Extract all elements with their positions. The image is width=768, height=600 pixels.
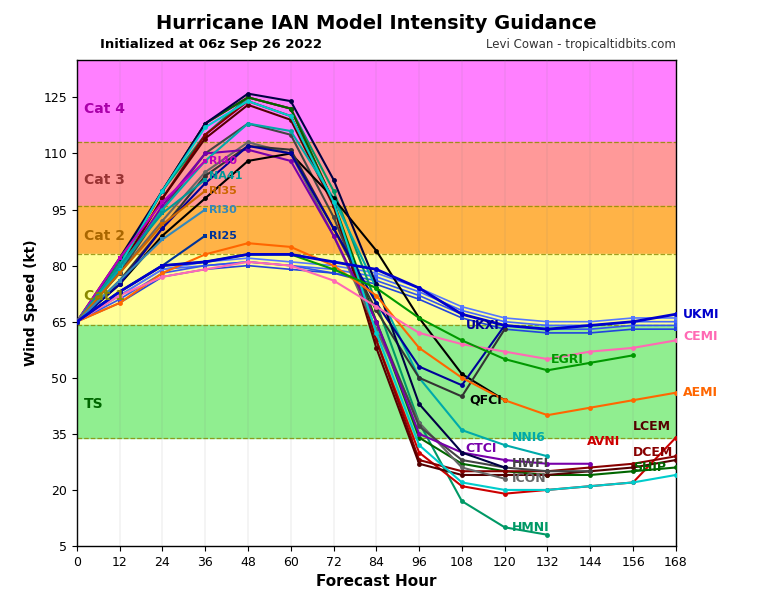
Text: SHIP: SHIP — [633, 461, 666, 474]
Text: Cat 1: Cat 1 — [84, 289, 125, 302]
Title: Hurricane IAN Model Intensity Guidance: Hurricane IAN Model Intensity Guidance — [156, 14, 597, 34]
Text: UKMI: UKMI — [683, 308, 720, 321]
Text: RI25: RI25 — [209, 231, 237, 241]
Bar — [77, 142, 676, 206]
Text: AEMI: AEMI — [683, 386, 718, 399]
Text: Cat 2: Cat 2 — [84, 229, 125, 243]
Text: AVNI: AVNI — [587, 435, 620, 448]
Y-axis label: Wind Speed (kt): Wind Speed (kt) — [24, 239, 38, 367]
Bar — [77, 325, 676, 437]
Text: TS: TS — [84, 397, 104, 411]
Text: NA41: NA41 — [209, 171, 242, 181]
Text: NNI6: NNI6 — [511, 431, 546, 444]
Text: RI40: RI40 — [209, 156, 237, 166]
X-axis label: Forecast Hour: Forecast Hour — [316, 574, 436, 589]
Text: Levi Cowan - tropicaltidbits.com: Levi Cowan - tropicaltidbits.com — [486, 38, 676, 51]
Bar — [77, 254, 676, 325]
Bar — [77, 206, 676, 254]
Text: UKXI: UKXI — [465, 319, 499, 332]
Text: RI35: RI35 — [209, 186, 237, 196]
Text: QFCI: QFCI — [469, 394, 502, 407]
Text: RI30: RI30 — [209, 205, 237, 215]
Text: HMNI: HMNI — [511, 521, 549, 534]
Text: Cat 4: Cat 4 — [84, 101, 125, 116]
Text: EGRI: EGRI — [551, 353, 584, 365]
Bar — [77, 53, 676, 142]
Text: Initialized at 06z Sep 26 2022: Initialized at 06z Sep 26 2022 — [100, 38, 322, 51]
Text: HWFI: HWFI — [511, 457, 549, 470]
Text: DCEM: DCEM — [633, 446, 674, 459]
Text: CEMI: CEMI — [683, 330, 717, 343]
Text: Cat 3: Cat 3 — [84, 173, 125, 187]
Text: ICON: ICON — [511, 472, 547, 485]
Text: LCEM: LCEM — [633, 420, 671, 433]
Text: CTCI: CTCI — [465, 442, 497, 455]
